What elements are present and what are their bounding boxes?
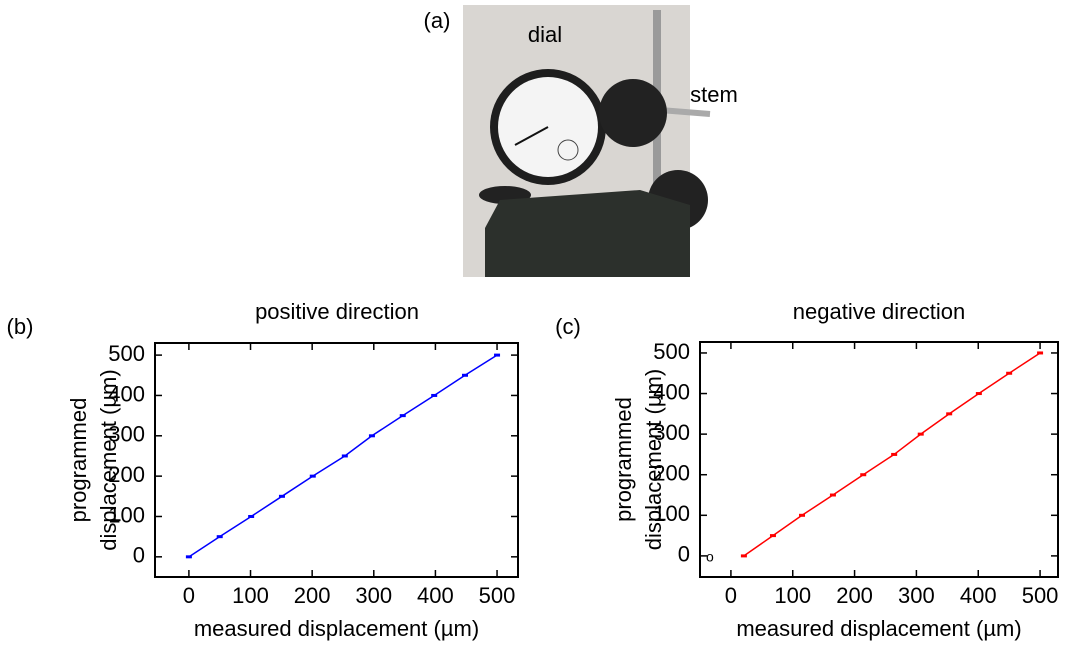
- y-tick-label: 400: [653, 379, 690, 404]
- photo-needle: [514, 126, 549, 146]
- y-tick-label: 100: [108, 502, 145, 527]
- y-tick-label: 200: [108, 462, 145, 487]
- x-tick-label: 400: [960, 583, 997, 608]
- photo-base: [485, 190, 690, 277]
- x-tick-label: 0: [183, 583, 195, 608]
- x-tick-label: 500: [479, 583, 516, 608]
- y-tick-label: 0: [678, 542, 690, 567]
- x-axis-label: measured displacement (µm): [194, 616, 479, 641]
- plot-frame: [699, 341, 1059, 578]
- chart-title: positive direction: [255, 299, 419, 324]
- y-axis-label: displacement (µm): [96, 369, 121, 550]
- photo: (a) dial stem: [424, 5, 738, 277]
- x-tick-label: 0: [725, 583, 737, 608]
- y-tick-label: 500: [653, 339, 690, 364]
- photo-post: [653, 10, 661, 270]
- photo-annotation: dial: [528, 22, 562, 47]
- panel-label: (b): [7, 314, 34, 339]
- x-tick-label: 200: [294, 583, 331, 608]
- y-axis-label: programmed: [611, 397, 636, 522]
- photo-knob: [599, 79, 667, 147]
- x-tick-label: 400: [417, 583, 454, 608]
- y-tick-label: 0: [133, 543, 145, 568]
- photo-small-dial: [557, 139, 579, 161]
- chart-title: negative direction: [793, 299, 965, 324]
- x-tick-label: 100: [232, 583, 269, 608]
- y-axis-label: programmed: [66, 398, 91, 523]
- plot-frame: [154, 342, 519, 578]
- x-axis-label: measured displacement (µm): [736, 616, 1021, 641]
- x-tick-label: 300: [355, 583, 392, 608]
- panel-label: (c): [555, 314, 581, 339]
- x-tick-label: 100: [774, 583, 811, 608]
- y-tick-label: 300: [108, 422, 145, 447]
- y-tick-label: 500: [108, 341, 145, 366]
- x-tick-label: 200: [836, 583, 873, 608]
- panel-label: (a): [424, 8, 451, 33]
- y-tick-label: 100: [653, 501, 690, 526]
- photo-annotation: stem: [690, 82, 738, 107]
- y-tick-label: 300: [653, 420, 690, 445]
- annotation: o: [706, 549, 714, 565]
- y-tick-label: 400: [108, 381, 145, 406]
- photo-stem: [659, 107, 711, 117]
- x-tick-label: 500: [1022, 583, 1059, 608]
- y-axis-label: displacement (µm): [641, 369, 666, 550]
- y-tick-label: 200: [653, 461, 690, 486]
- x-tick-label: 300: [898, 583, 935, 608]
